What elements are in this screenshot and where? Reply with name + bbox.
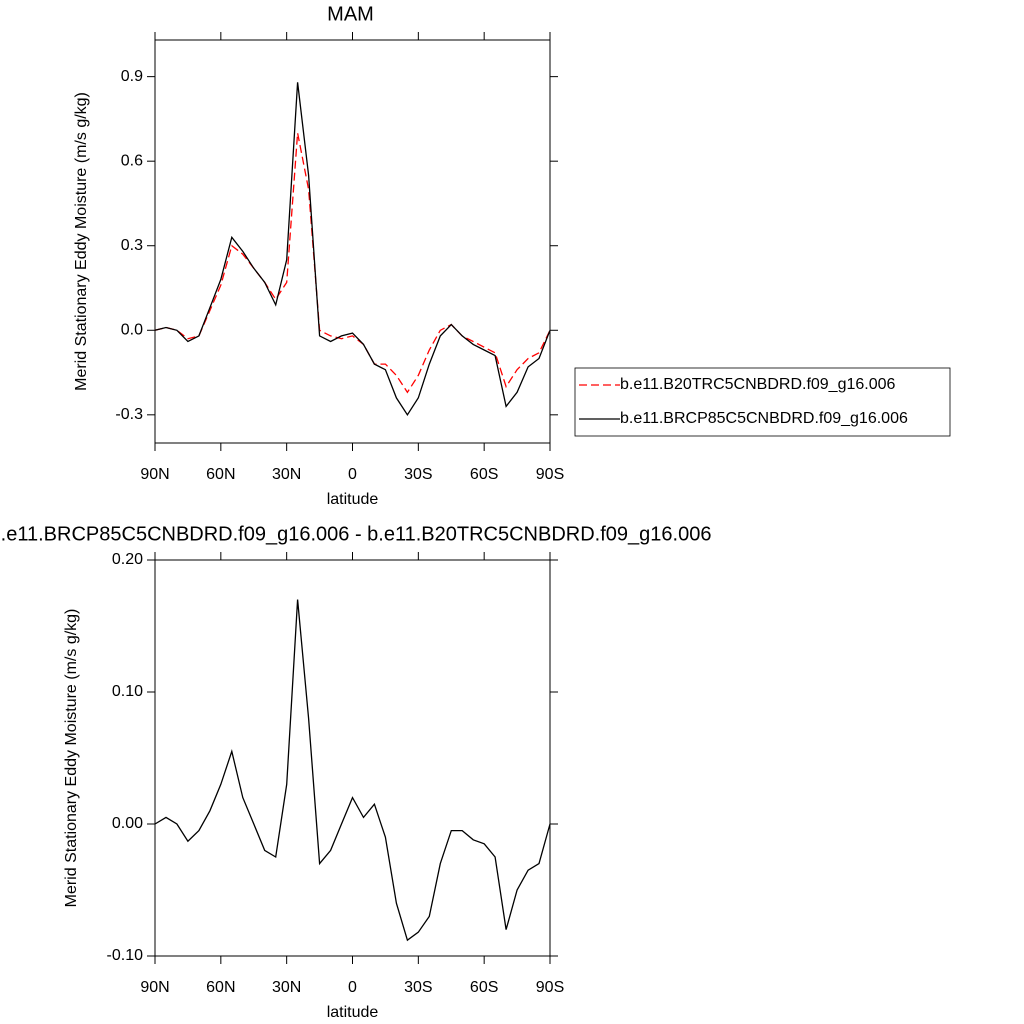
- x-tick-label: 60S: [470, 466, 498, 483]
- legend-box: [574, 367, 951, 437]
- y-tick-label: 0.9: [121, 68, 143, 85]
- y-axis-label: Merid Stationary Eddy Moisture (m/s g/kg…: [73, 92, 90, 391]
- x-axis-label: latitude: [327, 491, 379, 508]
- chart-title: MAM: [327, 3, 374, 25]
- x-tick-label: 0: [348, 466, 357, 483]
- y-tick-label: -0.10: [107, 947, 144, 964]
- y-axis-label: Merid Stationary Eddy Moisture (m/s g/kg…: [63, 609, 80, 908]
- x-tick-label: 90S: [536, 979, 564, 996]
- x-tick-label: 30S: [404, 979, 432, 996]
- data-line: [154, 599, 551, 942]
- data-line: [154, 82, 551, 416]
- y-tick-label: 0.6: [121, 152, 143, 169]
- x-tick-label: 90N: [140, 979, 169, 996]
- plot-frame: [154, 39, 551, 444]
- legend-label: b.e11.BRCP85C5CNBDRD.f09_g16.006: [620, 410, 908, 427]
- chart-title: b.e11.BRCP85C5CNBDRD.f09_g16.006 - b.e11…: [0, 523, 711, 545]
- y-tick-label: 0.0: [121, 321, 143, 338]
- x-tick-label: 60S: [470, 979, 498, 996]
- x-tick-label: 60N: [206, 466, 235, 483]
- x-tick-label: 30N: [272, 466, 301, 483]
- legend-label: b.e11.B20TRC5CNBDRD.f09_g16.006: [620, 376, 896, 393]
- x-tick-label: 0: [348, 979, 357, 996]
- data-line: [154, 132, 551, 394]
- x-tick-label: 30N: [272, 979, 301, 996]
- x-tick-label: 90S: [536, 466, 564, 483]
- plot-frame: [154, 559, 551, 957]
- y-tick-label: 0.3: [121, 237, 143, 254]
- x-tick-label: 90N: [140, 466, 169, 483]
- x-tick-label: 30S: [404, 466, 432, 483]
- y-tick-label: 0.00: [112, 815, 143, 832]
- x-tick-label: 60N: [206, 979, 235, 996]
- y-tick-label: 0.20: [112, 551, 143, 568]
- y-tick-label: -0.3: [115, 406, 143, 423]
- x-axis-label: latitude: [327, 1004, 379, 1021]
- y-tick-label: 0.10: [112, 683, 143, 700]
